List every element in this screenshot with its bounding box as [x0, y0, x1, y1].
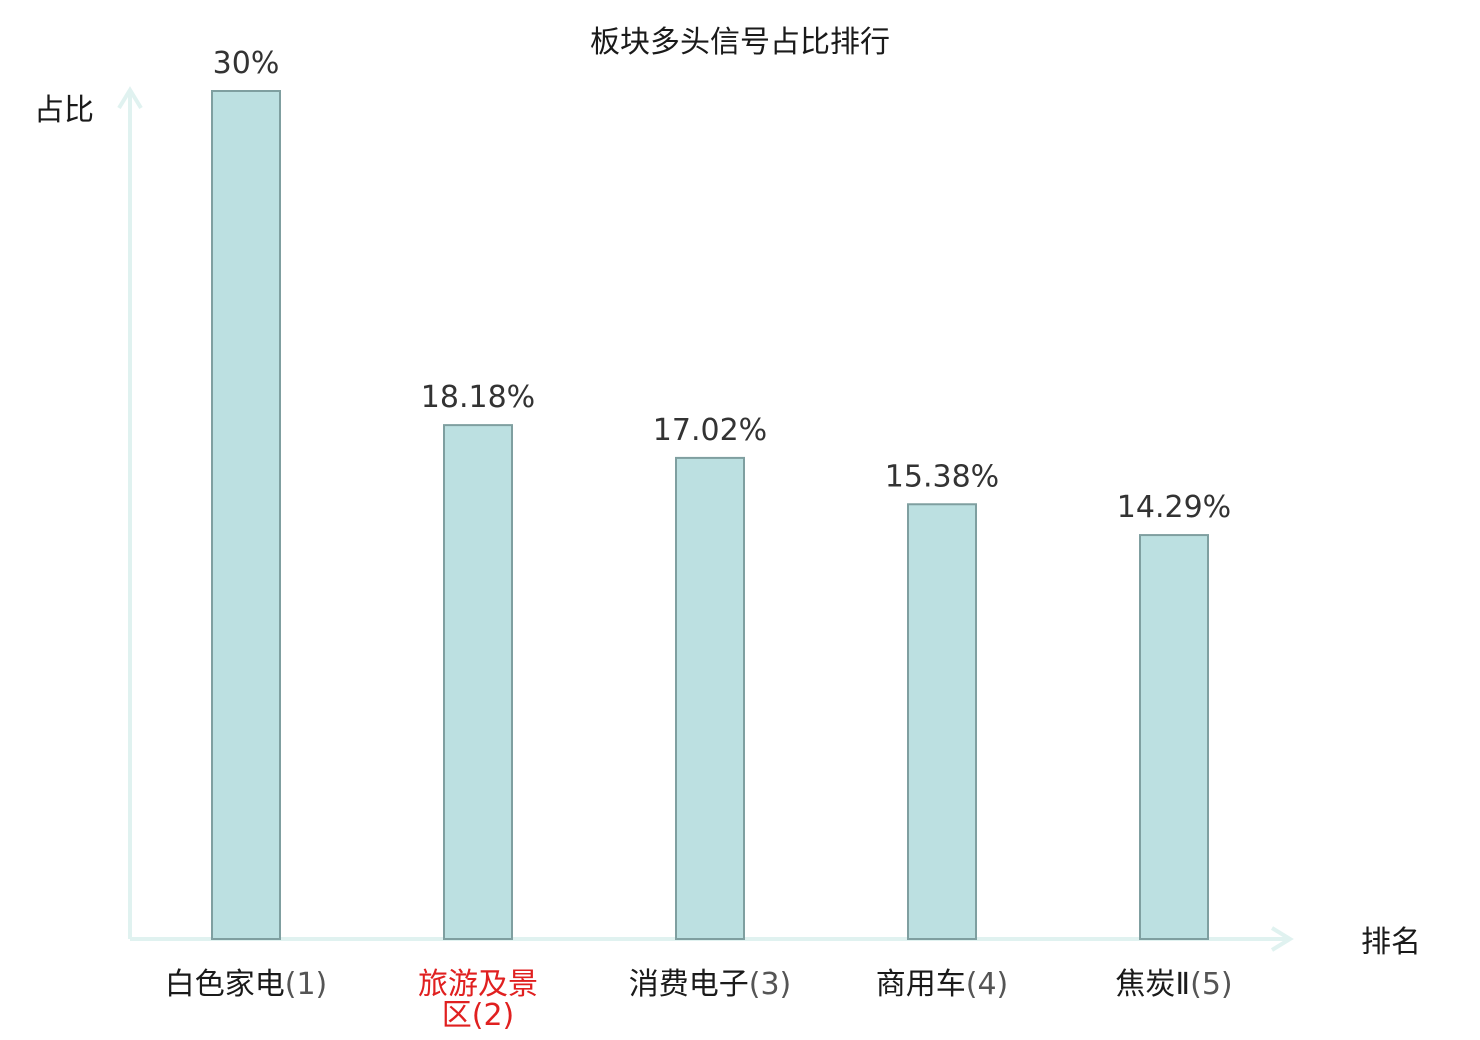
bar-value-label: 18.18% — [421, 380, 535, 415]
bar-value-label: 15.38% — [885, 459, 999, 494]
category-label: 商用车(4) — [876, 967, 1009, 1002]
bar — [211, 90, 281, 940]
category-labels: 白色家电(1) 旅游及景区(2) 消费电子(3) 商用车(4) 焦炭Ⅱ(5) — [165, 967, 1233, 1033]
x-axis-arrow-icon — [1270, 926, 1294, 952]
y-axis-label: 占比 — [34, 93, 94, 128]
x-axis-label: 排名 — [1361, 925, 1421, 960]
y-axis-arrow-icon — [117, 86, 143, 110]
category-label: 白色家电(1) — [165, 967, 328, 1002]
category-label: 消费电子(3) — [629, 967, 792, 1002]
bar-value-label: 17.02% — [653, 413, 767, 448]
bar-value-label: 30% — [213, 46, 280, 81]
bar — [1139, 534, 1209, 940]
value-labels: 30% 18.18% 17.02% 15.38% 14.29% — [213, 46, 1232, 525]
bar — [907, 503, 977, 940]
chart-title: 板块多头信号占比排行 — [590, 25, 890, 60]
category-label: 旅游及景区(2) — [418, 967, 538, 1033]
bar-value-label: 14.29% — [1117, 490, 1231, 525]
bar — [443, 424, 513, 940]
bar — [675, 456, 745, 940]
category-label: 焦炭Ⅱ(5) — [1115, 967, 1232, 1002]
bars — [211, 90, 1209, 940]
